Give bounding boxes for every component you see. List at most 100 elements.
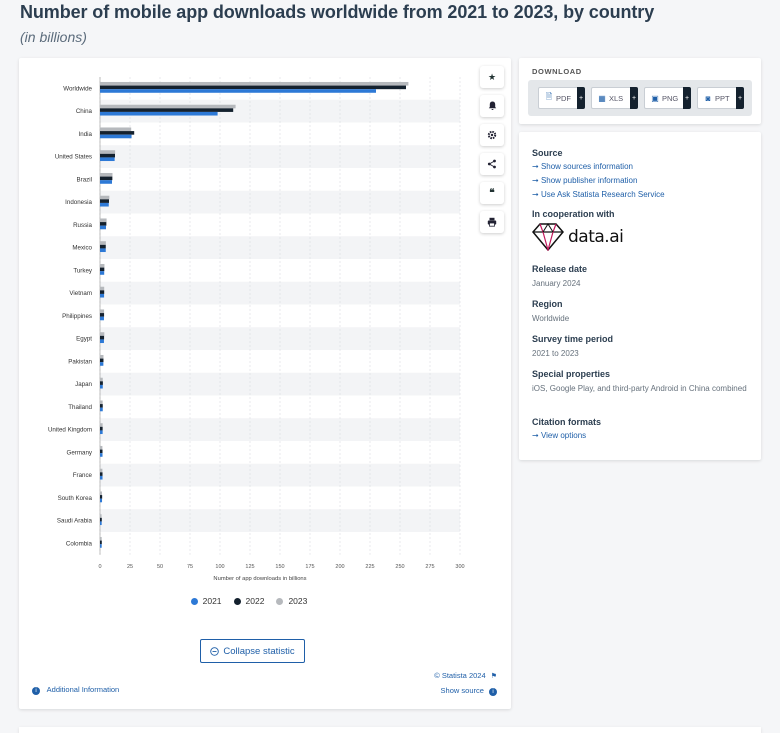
bar-2023 <box>100 332 105 336</box>
category-label: South Korea <box>58 495 93 502</box>
additional-information-link[interactable]: i Additional Information <box>32 685 119 695</box>
cooperation-title: In cooperation with <box>532 209 615 219</box>
show-publisher-link[interactable]: ➞ Show publisher information <box>532 176 637 185</box>
gear-icon[interactable] <box>480 124 504 146</box>
bar-2021 <box>100 293 105 298</box>
png-file-icon: ▣ <box>651 93 659 103</box>
category-label: Mexico <box>72 245 92 252</box>
bar-2023 <box>100 468 103 473</box>
star-icon[interactable]: ★ <box>480 66 504 88</box>
bell-icon[interactable] <box>480 95 504 117</box>
category-label: Vietnam <box>69 290 92 297</box>
download-pdf-button[interactable]: 🗎 PDF + <box>538 87 585 109</box>
category-label: Brazil <box>77 176 92 183</box>
row-band <box>100 463 460 487</box>
bar-2022 <box>100 153 115 158</box>
legend-item-2021[interactable]: 2021 <box>190 596 222 606</box>
info-icon: i <box>489 688 497 696</box>
category-label: Pakistan <box>68 358 92 365</box>
bar-2023 <box>100 241 106 245</box>
x-tick-label: 0 <box>98 564 101 570</box>
link-label: Show publisher information <box>540 176 638 185</box>
arrow-right-icon: ➞ <box>532 190 541 199</box>
arrow-right-icon: ➞ <box>532 176 541 185</box>
category-label: Philippines <box>62 313 92 320</box>
view-options-link[interactable]: ➞ View options <box>532 431 586 440</box>
download-label: PDF <box>556 93 571 103</box>
row-band <box>100 145 460 168</box>
chart-card: 0 25 50 75 100 125 150 175 200 225 250 275 300 Worldw… <box>19 58 511 709</box>
x-tick-label: 100 <box>215 564 224 570</box>
bar-2021 <box>100 248 106 253</box>
arrow-right-icon: ➞ <box>532 162 541 171</box>
plus-icon: + <box>683 87 691 109</box>
bar-2021 <box>100 384 103 389</box>
category-label: Colombia <box>66 540 93 547</box>
x-tick-label: 200 <box>335 564 344 570</box>
share-icon[interactable] <box>480 153 504 175</box>
plus-icon: + <box>577 87 585 109</box>
bar-2022 <box>100 176 113 181</box>
category-label: Thailand <box>68 404 92 411</box>
link-label: View options <box>540 431 587 440</box>
ppt-file-icon: ◙ <box>705 93 711 103</box>
ask-statista-link[interactable]: ➞ Use Ask Statista Research Service <box>532 190 665 199</box>
show-sources-link[interactable]: ➞ Show sources information <box>532 162 633 171</box>
bar-2021 <box>100 316 104 321</box>
bar-2021 <box>100 202 109 207</box>
category-label: Worldwide <box>63 85 92 92</box>
download-xls-button[interactable]: ▦ XLS + <box>591 87 638 109</box>
collapse-statistic-button[interactable]: Collapse statistic <box>200 639 305 663</box>
legend-label: 2022 <box>245 596 265 606</box>
bar-2023 <box>100 491 102 496</box>
bar-2023 <box>100 263 105 268</box>
bar-2022 <box>100 85 406 90</box>
region-title: Region <box>532 299 563 309</box>
bar-2021 <box>100 430 103 435</box>
release-value: January 2024 <box>532 279 581 288</box>
bar-2021 <box>100 271 105 275</box>
page-title: Number of mobile app downloads worldwide… <box>20 2 655 22</box>
credit-text: © Statista 2024 <box>434 671 486 680</box>
bar-2023 <box>100 423 103 427</box>
bar-2023 <box>100 536 102 541</box>
quote-icon[interactable]: ❝ <box>480 182 504 204</box>
x-tick-label: 25 <box>127 564 133 570</box>
x-tick-label: 300 <box>455 564 464 570</box>
print-icon[interactable] <box>480 211 504 233</box>
show-source-link[interactable]: Show source i <box>441 686 497 696</box>
legend-dot-2021 <box>190 597 198 605</box>
info-panel: Source ➞ Show sources information ➞ Show… <box>519 132 761 460</box>
category-label: France <box>73 472 93 479</box>
download-label: XLS <box>609 93 624 103</box>
citation-title: Citation formats <box>532 417 602 427</box>
download-png-button[interactable]: ▣ PNG + <box>644 87 691 109</box>
bar-2021 <box>100 339 104 344</box>
category-label: Turkey <box>73 267 93 274</box>
chart-toolbar: ★ ❝ <box>480 66 504 240</box>
page-subtitle: (in billions) <box>20 29 87 45</box>
download-title: DOWNLOAD <box>532 67 582 76</box>
category-label: China <box>76 108 93 115</box>
x-tick-label: 125 <box>245 564 254 570</box>
bar-2022 <box>100 131 135 135</box>
dataai-diamond-icon <box>532 223 564 251</box>
legend-dot-2023 <box>276 597 284 605</box>
bar-2022 <box>100 381 103 385</box>
special-properties-value: iOS, Google Play, and third-party Androi… <box>532 384 747 393</box>
bar-2022 <box>100 290 105 294</box>
x-tick-label: 250 <box>395 564 404 570</box>
legend-item-2023[interactable]: 2023 <box>276 596 307 606</box>
bar-2021 <box>100 475 103 480</box>
legend-label: 2021 <box>202 596 222 606</box>
arrow-right-icon: ➞ <box>532 431 541 440</box>
bar-2023 <box>100 377 103 382</box>
x-tick-label: 275 <box>425 564 434 570</box>
bar-2022 <box>100 495 103 499</box>
bar-2022 <box>100 222 107 226</box>
download-ppt-button[interactable]: ◙ PPT + <box>697 87 744 109</box>
region-value: Worldwide <box>532 314 570 323</box>
bar-2022 <box>100 335 105 340</box>
legend-item-2022[interactable]: 2022 <box>233 596 265 606</box>
statista-credit[interactable]: © Statista 2024 ⚑ <box>434 671 497 680</box>
